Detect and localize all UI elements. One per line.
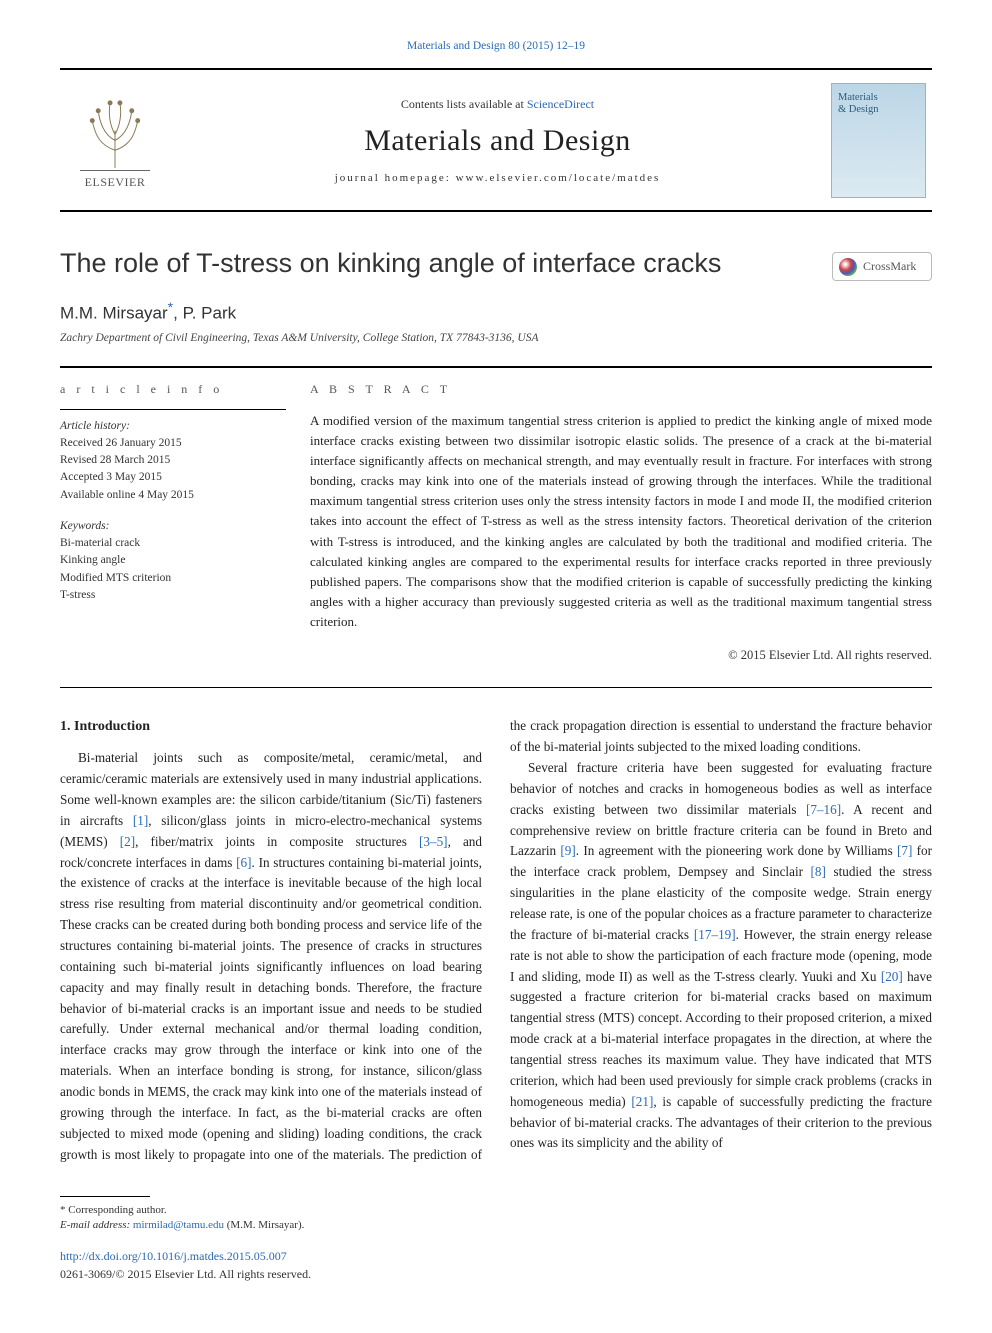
abstract-text: A modified version of the maximum tangen… bbox=[310, 411, 932, 633]
top-citation: Materials and Design 80 (2015) 12–19 bbox=[60, 40, 932, 52]
journal-cover-thumb: Materials & Design bbox=[831, 83, 926, 198]
ref-6[interactable]: [6] bbox=[236, 855, 251, 870]
body-p1c: , fiber/matrix joints in composite struc… bbox=[135, 834, 419, 849]
contents-list: Contents lists available at ScienceDirec… bbox=[170, 97, 825, 112]
history-received: Received 26 January 2015 bbox=[60, 437, 182, 449]
contents-list-pre: Contents lists available at bbox=[401, 97, 527, 111]
author-1: M.M. Mirsayar bbox=[60, 304, 168, 323]
section-1-heading: 1. Introduction bbox=[60, 716, 482, 738]
issn-copyright: 0261-3069/© 2015 Elsevier Ltd. All right… bbox=[60, 1266, 932, 1283]
cover-line1: Materials bbox=[838, 92, 878, 103]
abstract-copyright: © 2015 Elsevier Ltd. All rights reserved… bbox=[310, 648, 932, 663]
cover-line2: & Design bbox=[838, 104, 879, 115]
header-inner: ELSEVIER Contents lists available at Sci… bbox=[60, 70, 932, 210]
crossmark-label: CrossMark bbox=[863, 259, 916, 274]
doi-link[interactable]: http://dx.doi.org/10.1016/j.matdes.2015.… bbox=[60, 1248, 932, 1265]
header-center: Contents lists available at ScienceDirec… bbox=[170, 89, 825, 192]
author-sep: , bbox=[173, 304, 182, 323]
ref-21[interactable]: [21] bbox=[631, 1094, 653, 1109]
keywords: Keywords: Bi-material crack Kinking angl… bbox=[60, 518, 286, 604]
publisher-name: ELSEVIER bbox=[85, 175, 146, 190]
ref-1[interactable]: [1] bbox=[133, 813, 148, 828]
publisher-logo: ELSEVIER bbox=[60, 85, 170, 196]
article-info-heading: a r t i c l e i n f o bbox=[60, 382, 286, 397]
journal-title: Materials and Design bbox=[170, 124, 825, 158]
info-abstract-row: a r t i c l e i n f o Article history: R… bbox=[60, 367, 932, 664]
footnote-rule bbox=[60, 1196, 150, 1197]
ref-20[interactable]: [20] bbox=[881, 969, 903, 984]
history-label: Article history: bbox=[60, 418, 286, 435]
sciencedirect-link[interactable]: ScienceDirect bbox=[527, 97, 594, 111]
rule-bottom bbox=[60, 687, 932, 688]
history-online: Available online 4 May 2015 bbox=[60, 489, 194, 501]
title-row: The role of T-stress on kinking angle of… bbox=[60, 248, 932, 281]
authors: M.M. Mirsayar*, P. Park bbox=[60, 299, 932, 324]
affiliation: Zachry Department of Civil Engineering, … bbox=[60, 332, 932, 344]
abstract-heading: A B S T R A C T bbox=[310, 382, 932, 397]
email-line: E-mail address: mirmilad@tamu.edu (M.M. … bbox=[60, 1218, 932, 1234]
email-tail: (M.M. Mirsayar). bbox=[224, 1219, 304, 1231]
author-2: P. Park bbox=[183, 304, 237, 323]
crossmark-icon bbox=[839, 258, 857, 276]
article-info-column: a r t i c l e i n f o Article history: R… bbox=[60, 367, 300, 664]
history-accepted: Accepted 3 May 2015 bbox=[60, 471, 162, 483]
article-history: Article history: Received 26 January 201… bbox=[60, 409, 286, 504]
keyword-3: Modified MTS criterion bbox=[60, 572, 171, 584]
ref-7[interactable]: [7] bbox=[897, 843, 912, 858]
top-citation-link[interactable]: Materials and Design 80 (2015) 12–19 bbox=[407, 40, 585, 52]
body-text: 1. Introduction Bi-material joints such … bbox=[60, 716, 932, 1165]
ref-2[interactable]: [2] bbox=[120, 834, 135, 849]
history-revised: Revised 28 March 2015 bbox=[60, 454, 170, 466]
email-link[interactable]: mirmilad@tamu.edu bbox=[133, 1219, 224, 1231]
ref-9[interactable]: [9] bbox=[560, 843, 575, 858]
ref-8[interactable]: [8] bbox=[811, 864, 826, 879]
body-p1e: . In structures containing bi-material j… bbox=[60, 855, 482, 1141]
corresponding-author-note: * Corresponding author. bbox=[60, 1203, 932, 1219]
abstract-column: A B S T R A C T A modified version of th… bbox=[300, 367, 932, 664]
page: Materials and Design 80 (2015) 12–19 bbox=[0, 0, 992, 1333]
ref-7-16[interactable]: [7–16] bbox=[806, 802, 841, 817]
keywords-label: Keywords: bbox=[60, 518, 286, 535]
keyword-1: Bi-material crack bbox=[60, 537, 140, 549]
cover-text: Materials & Design bbox=[838, 92, 879, 117]
ref-17-19[interactable]: [17–19] bbox=[694, 927, 736, 942]
email-label: E-mail address: bbox=[60, 1219, 133, 1231]
crossmark-badge[interactable]: CrossMark bbox=[832, 252, 932, 281]
body-p3g: have suggested a fracture criterion for … bbox=[510, 969, 932, 1109]
homepage-pre: journal homepage: bbox=[335, 172, 456, 184]
homepage-url[interactable]: www.elsevier.com/locate/matdes bbox=[456, 172, 661, 184]
body-p3c: . In agreement with the pioneering work … bbox=[576, 843, 897, 858]
keyword-2: Kinking angle bbox=[60, 554, 125, 566]
keyword-4: T-stress bbox=[60, 589, 95, 601]
footnotes: * Corresponding author. E-mail address: … bbox=[60, 1188, 932, 1284]
elsevier-tree-icon bbox=[80, 91, 150, 171]
journal-header: ELSEVIER Contents lists available at Sci… bbox=[60, 68, 932, 212]
ref-3-5[interactable]: [3–5] bbox=[419, 834, 448, 849]
journal-homepage: journal homepage: www.elsevier.com/locat… bbox=[170, 172, 825, 184]
paper-title: The role of T-stress on kinking angle of… bbox=[60, 248, 832, 279]
